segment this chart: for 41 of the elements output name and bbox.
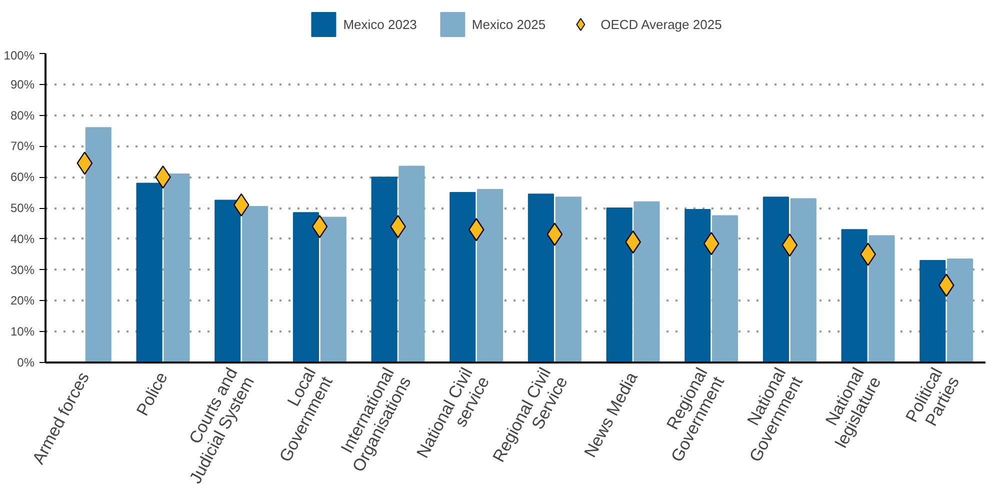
y-tick-label: 30%	[10, 262, 35, 277]
bar	[947, 258, 974, 362]
bar	[606, 208, 632, 362]
y-tick-label: 60%	[10, 170, 35, 184]
bar	[136, 182, 162, 362]
bar	[242, 206, 268, 362]
bar	[841, 229, 868, 362]
bar	[371, 176, 398, 362]
bar	[790, 198, 816, 362]
point	[938, 274, 954, 297]
legend-label: Mexico 2023	[343, 16, 417, 32]
bar	[634, 201, 660, 362]
y-tick-label: 40%	[10, 232, 35, 246]
point	[468, 218, 484, 242]
legend-label: OECD Average 2025	[600, 16, 722, 32]
bar	[320, 216, 346, 362]
y-tick-label: 80%	[10, 108, 35, 122]
bar	[528, 194, 554, 362]
bar	[292, 212, 319, 362]
y-tick-label: 0%	[17, 356, 35, 370]
y-tick-label: 70%	[10, 139, 35, 154]
bar	[712, 215, 738, 362]
bar	[762, 196, 789, 362]
bar	[684, 209, 711, 362]
point	[76, 152, 93, 175]
y-tick-label: 10%	[10, 324, 35, 339]
bar	[555, 196, 582, 362]
bar	[398, 166, 425, 362]
bar	[868, 235, 895, 362]
y-tick-label: 90%	[10, 77, 35, 92]
y-tick-label: 50%	[10, 201, 35, 215]
bar	[920, 260, 946, 362]
point	[546, 222, 563, 246]
bar	[85, 127, 112, 362]
legend-label: Mexico 2025	[472, 16, 546, 32]
y-tick-label: 100%	[4, 48, 35, 62]
bar	[450, 192, 476, 362]
bar	[164, 174, 190, 362]
bar	[214, 200, 241, 362]
y-tick-label: 20%	[10, 294, 35, 308]
bar	[477, 188, 504, 362]
